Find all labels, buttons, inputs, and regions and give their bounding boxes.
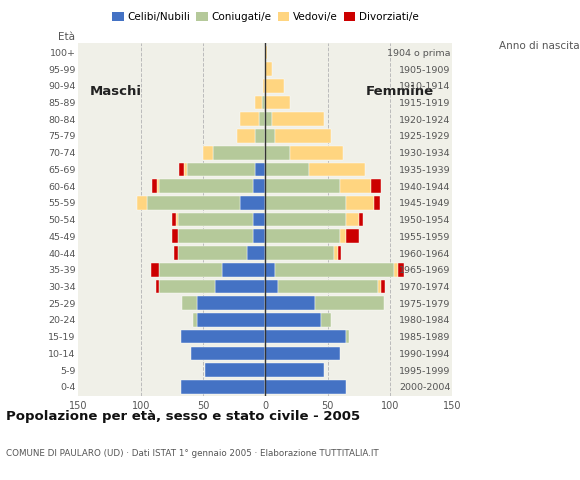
Bar (180, 380, 266, 394)
Bar (172, 229, 178, 243)
Bar (266, 146, 291, 159)
Bar (253, 180, 266, 193)
Bar (137, 196, 147, 210)
Bar (394, 263, 397, 276)
Bar (346, 196, 374, 210)
Bar (184, 163, 187, 176)
Bar (160, 280, 216, 293)
Bar (160, 180, 253, 193)
Bar (240, 112, 259, 126)
Text: Popolazione per età, sesso e stato civile - 2005: Popolazione per età, sesso e stato civil… (6, 410, 360, 423)
Bar (176, 213, 178, 227)
Bar (381, 280, 385, 293)
Bar (152, 180, 157, 193)
Text: Femmine: Femmine (366, 85, 434, 98)
Bar (213, 146, 266, 159)
Bar (237, 129, 255, 143)
Bar (266, 246, 334, 260)
Bar (155, 280, 160, 293)
Bar (197, 313, 266, 327)
Bar (178, 229, 253, 243)
Legend: Celibi/Nubili, Coniugati/e, Vedovi/e, Divorziati/e: Celibi/Nubili, Coniugati/e, Vedovi/e, Di… (108, 8, 423, 26)
Bar (276, 129, 331, 143)
Bar (338, 246, 342, 260)
Bar (346, 229, 359, 243)
Bar (147, 196, 241, 210)
Bar (179, 163, 184, 176)
Bar (346, 213, 359, 227)
Bar (266, 62, 271, 76)
Bar (246, 246, 266, 260)
Bar (371, 180, 381, 193)
Bar (266, 229, 340, 243)
Bar (253, 229, 266, 243)
Bar (266, 313, 321, 327)
Bar (316, 296, 384, 310)
Bar (187, 163, 255, 176)
Bar (276, 263, 394, 276)
Bar (203, 146, 213, 159)
Bar (340, 229, 346, 243)
Text: Età: Età (57, 32, 75, 42)
Bar (266, 296, 316, 310)
Bar (397, 263, 404, 276)
Bar (271, 112, 324, 126)
Bar (241, 196, 266, 210)
Text: Anno di nascita: Anno di nascita (499, 41, 579, 51)
Bar (151, 263, 160, 276)
Bar (266, 79, 284, 93)
Bar (222, 263, 266, 276)
Bar (266, 180, 340, 193)
Bar (309, 163, 365, 176)
Bar (253, 213, 266, 227)
Bar (266, 112, 271, 126)
Bar (340, 180, 371, 193)
Bar (266, 363, 324, 377)
Bar (259, 112, 266, 126)
Text: Maschi: Maschi (90, 85, 142, 98)
Bar (266, 129, 275, 143)
Bar (178, 246, 246, 260)
Bar (160, 263, 222, 276)
Bar (178, 213, 253, 227)
Bar (255, 96, 262, 109)
Bar (266, 46, 267, 59)
Bar (157, 180, 160, 193)
Bar (266, 330, 346, 344)
Bar (359, 213, 362, 227)
Bar (266, 213, 346, 227)
Bar (180, 330, 266, 344)
Bar (266, 280, 278, 293)
Bar (255, 129, 266, 143)
Bar (321, 313, 331, 327)
Bar (278, 280, 378, 293)
Bar (266, 347, 340, 360)
Bar (266, 263, 275, 276)
Bar (193, 313, 197, 327)
Bar (182, 296, 197, 310)
Bar (266, 196, 346, 210)
Bar (216, 280, 266, 293)
Bar (334, 246, 338, 260)
Text: COMUNE DI PAULARO (UD) · Dati ISTAT 1° gennaio 2005 · Elaborazione TUTTITALIA.IT: COMUNE DI PAULARO (UD) · Dati ISTAT 1° g… (6, 449, 379, 458)
Bar (175, 246, 178, 260)
Bar (205, 363, 266, 377)
Bar (266, 380, 346, 394)
Bar (378, 280, 381, 293)
Bar (263, 79, 266, 93)
Bar (197, 296, 266, 310)
Bar (266, 163, 309, 176)
Bar (172, 213, 176, 227)
Bar (191, 347, 266, 360)
Bar (255, 163, 266, 176)
Bar (262, 96, 266, 109)
Bar (374, 196, 380, 210)
Bar (346, 330, 349, 344)
Bar (291, 146, 343, 159)
Bar (266, 96, 291, 109)
